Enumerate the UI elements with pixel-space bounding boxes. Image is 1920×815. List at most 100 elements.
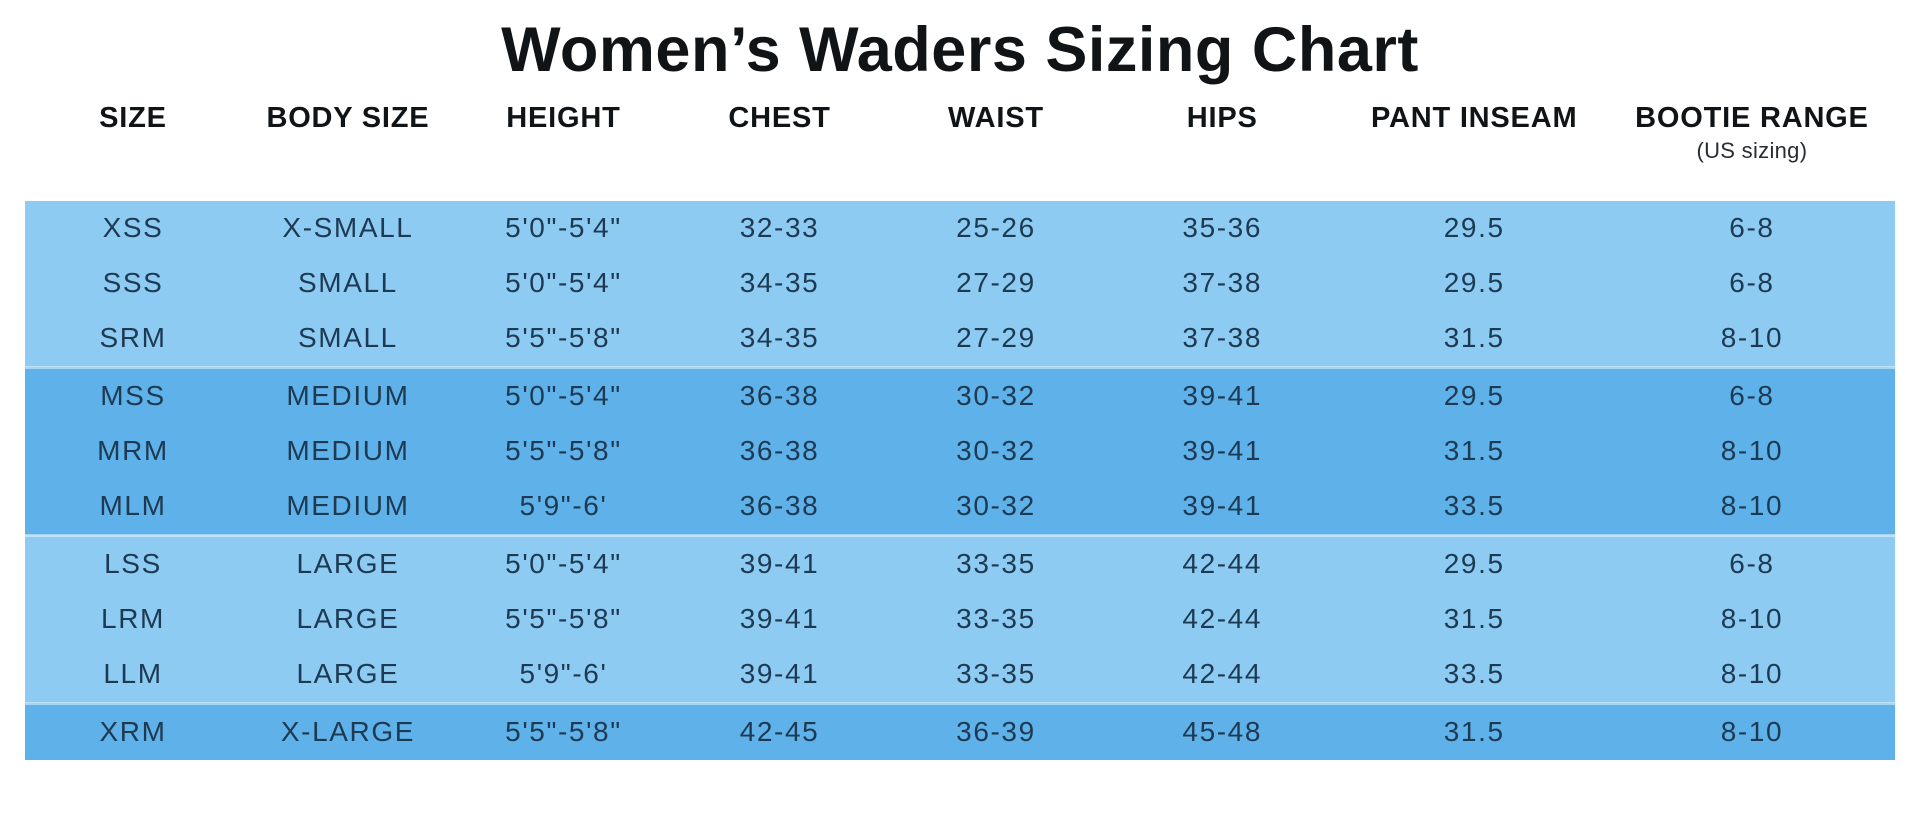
table-cell: MEDIUM [240,365,455,424]
table-cell: 34-35 [672,310,888,368]
column-header-label: BOOTIE RANGE [1635,101,1869,134]
table-cell: 39-41 [672,646,888,704]
table-cell: 6-8 [1608,365,1895,424]
table-cell: 8-10 [1608,701,1895,760]
table-cell: 29.5 [1339,255,1609,311]
table-cell: 5'9"-6' [454,478,672,536]
table-cell: 39-41 [1104,365,1340,424]
column-header-chest: CHEST [672,93,888,201]
table-cell: MLM [25,478,241,536]
column-header-pant-inseam: PANT INSEAM [1339,93,1609,201]
table-row-srm: SRM SMALL 5'5"-5'8" 34-35 27-29 37-38 31.5 8-10 [25,310,1895,368]
table-cell: 36-38 [672,423,888,479]
table-cell: 5'0"-5'4" [454,200,672,256]
table-row-sss: SSS SMALL 5'0"-5'4" 34-35 27-29 37-38 29.5 6-8 [25,255,1895,311]
table-cell: LRM [25,591,241,647]
table-cell: 30-32 [887,365,1105,424]
table-row-llm: LLM LARGE 5'9"-6' 39-41 33-35 42-44 33.5 8-10 [25,646,1895,704]
table-cell: 42-44 [1104,591,1340,647]
table-cell: X-LARGE [240,701,455,760]
table-cell: MSS [25,365,241,424]
table-cell: 36-38 [672,478,888,536]
table-cell: 33.5 [1339,478,1609,536]
column-header-label: SIZE [99,101,167,134]
table-row-lrm: LRM LARGE 5'5"-5'8" 39-41 33-35 42-44 31.5 8-10 [25,591,1895,647]
table-cell: 25-26 [887,200,1105,256]
table-cell: 39-41 [1104,423,1340,479]
table-row-mrm: MRM MEDIUM 5'5"-5'8" 36-38 30-32 39-41 31.5 8-1… [25,423,1895,479]
table-row-xss: XSS X-SMALL 5'0"-5'4" 32-33 25-26 35-36 29.5 6-… [25,200,1895,256]
table-cell: 5'0"-5'4" [454,255,672,311]
table-cell: 27-29 [887,255,1105,311]
table-cell: 36-38 [672,365,888,424]
table-cell: 31.5 [1339,310,1609,368]
page-title: Women’s Waders Sizing Chart [501,15,1419,85]
table-cell: 39-41 [1104,478,1340,536]
column-header-waist: WAIST [887,93,1105,201]
table-cell: 45-48 [1104,701,1340,760]
column-header-label: CHEST [728,101,831,134]
table-cell: 8-10 [1608,310,1895,368]
table-cell: LARGE [240,591,455,647]
column-header-height: HEIGHT [454,93,672,201]
table-cell: 29.5 [1339,533,1609,592]
table-cell: 30-32 [887,423,1105,479]
table-cell: 5'5"-5'8" [454,310,672,368]
column-header-bootie-range: BOOTIE RANGE (US sizing) [1608,93,1895,201]
table-cell: 8-10 [1608,646,1895,704]
table-cell: 37-38 [1104,255,1340,311]
column-header-label: WAIST [948,101,1044,134]
table-cell: SMALL [240,310,455,368]
table-cell: 6-8 [1608,255,1895,311]
table-cell: 5'0"-5'4" [454,533,672,592]
table-cell: XRM [25,701,241,760]
table-cell: MEDIUM [240,478,455,536]
table-cell: LARGE [240,533,455,592]
table-cell: 42-44 [1104,646,1340,704]
column-header-size: SIZE [25,93,241,201]
table-cell: XSS [25,200,241,256]
table-cell: 30-32 [887,478,1105,536]
table-cell: 5'0"-5'4" [454,365,672,424]
us-sizing-note: (US sizing) [1696,137,1808,163]
table-cell: 33-35 [887,533,1105,592]
table-cell: MEDIUM [240,423,455,479]
table-cell: LSS [25,533,241,592]
table-cell: SRM [25,310,241,368]
table-cell: 6-8 [1608,200,1895,256]
column-header-body-size: BODY SIZE [240,93,455,201]
table-cell: 42-45 [672,701,888,760]
table-cell: 33-35 [887,646,1105,704]
table-cell: 42-44 [1104,533,1340,592]
table-cell: 36-39 [887,701,1105,760]
table-cell: 6-8 [1608,533,1895,592]
table-row-xrm: XRM X-LARGE 5'5"-5'8" 42-45 36-39 45-48 31.5 8-… [25,701,1895,760]
table-cell: 35-36 [1104,200,1340,256]
table-cell: LARGE [240,646,455,704]
header-row: SIZE BODY SIZE HEIGHT CHEST WAIST HIPS PANT IN… [25,93,1895,201]
table-cell: 8-10 [1608,423,1895,479]
table-cell: 5'5"-5'8" [454,701,672,760]
table-cell: 8-10 [1608,591,1895,647]
table-cell: 32-33 [672,200,888,256]
table-cell: 8-10 [1608,478,1895,536]
column-header-label: HIPS [1186,101,1258,134]
table-cell: MRM [25,423,241,479]
table-body: XSS X-SMALL 5'0"-5'4" 32-33 25-26 35-36 29.5 6-… [25,200,1895,760]
table-cell: X-SMALL [240,200,455,256]
column-header-label: PANT INSEAM [1370,101,1578,134]
column-header-label: BODY SIZE [266,101,430,134]
table-cell: 33-35 [887,591,1105,647]
table-cell: LLM [25,646,241,704]
table-cell: 29.5 [1339,365,1609,424]
table-cell: SMALL [240,255,455,311]
table-row-mss: MSS MEDIUM 5'0"-5'4" 36-38 30-32 39-41 29.5 6-8 [25,365,1895,424]
table-cell: 5'9"-6' [454,646,672,704]
table-cell: 33.5 [1339,646,1609,704]
table-cell: SSS [25,255,241,311]
sizing-table: SIZE BODY SIZE HEIGHT CHEST WAIST HIPS PANT IN… [25,93,1895,760]
table-cell: 37-38 [1104,310,1340,368]
table-cell: 31.5 [1339,423,1609,479]
table-row-mlm: MLM MEDIUM 5'9"-6' 36-38 30-32 39-41 33.5 8-10 [25,478,1895,536]
